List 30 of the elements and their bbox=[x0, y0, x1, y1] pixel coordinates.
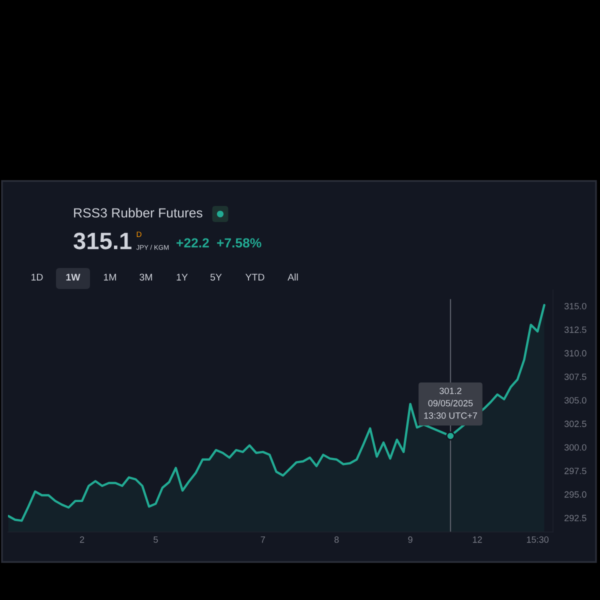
text: 315.1 bbox=[74, 232, 132, 250]
y-tick-label: 302.5 bbox=[564, 420, 586, 428]
y-tick-label: 305.0 bbox=[564, 397, 586, 404]
text: 1D bbox=[32, 274, 43, 281]
x-tick-label: 15:30 bbox=[526, 536, 549, 543]
text: 3M bbox=[140, 274, 152, 281]
text: 1W bbox=[66, 274, 80, 281]
annotation: 301.2 09/05/2025 13:30 UTC+7 bbox=[424, 388, 478, 419]
text: 1M bbox=[104, 274, 116, 281]
text: +7.58% bbox=[217, 238, 262, 248]
x-tick-label: 2 bbox=[80, 536, 84, 543]
y-tick-label: 315.0 bbox=[564, 302, 586, 310]
chart-title: RSS3 Rubber Futures bbox=[74, 208, 202, 218]
y-tick-label: 307.5 bbox=[564, 374, 586, 380]
y-tick-label: 312.5 bbox=[564, 326, 586, 333]
text: 5Y bbox=[210, 274, 222, 281]
text: YTD bbox=[245, 274, 264, 281]
text: All bbox=[288, 273, 298, 281]
x-tick-label: 5 bbox=[154, 536, 158, 543]
y-tick-label: 295.0 bbox=[564, 491, 586, 498]
x-tick-label: 12 bbox=[472, 536, 482, 543]
y-tick-label: 300.0 bbox=[564, 444, 586, 451]
x-tick-label: 7 bbox=[260, 536, 265, 543]
y-tick-label: 292.5 bbox=[564, 514, 586, 522]
x-tick-label: 9 bbox=[408, 536, 412, 543]
x-tick-label: 8 bbox=[334, 536, 339, 543]
text: +22.2 bbox=[176, 238, 209, 248]
text: 1Y bbox=[176, 274, 188, 281]
y-tick-label: 297.5 bbox=[564, 468, 586, 474]
y-tick-label: 310.0 bbox=[564, 350, 586, 356]
